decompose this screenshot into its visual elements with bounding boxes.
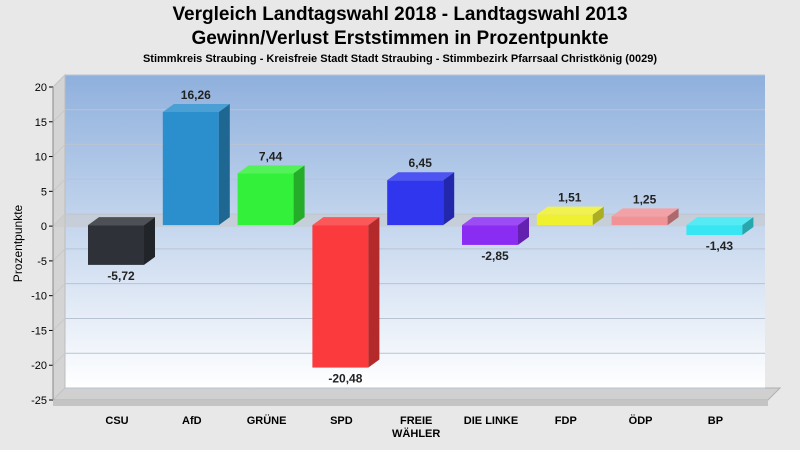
- gridline-side: [52, 144, 66, 157]
- bar: [611, 208, 679, 226]
- y-tick-label: -25: [31, 395, 47, 407]
- y-tick-label: -15: [31, 325, 47, 337]
- bar-side: [144, 217, 155, 265]
- y-tick-label: 15: [35, 117, 47, 129]
- x-tick-label: BP: [708, 415, 723, 427]
- bar-side: [293, 165, 305, 226]
- data-label: -5,72: [107, 269, 135, 283]
- bar: [462, 217, 529, 245]
- gridline-side: [52, 109, 66, 123]
- bar-top: [462, 217, 529, 226]
- x-tick-label: CSU: [105, 415, 128, 427]
- y-tick-label: 0: [41, 221, 47, 233]
- plot-side-wall: [52, 73, 66, 402]
- chart-subtitle: Gewinn/Verlust Erststimmen in Prozentpun…: [191, 28, 609, 49]
- bar-side: [742, 217, 754, 236]
- bar: [387, 172, 455, 226]
- bar-top: [312, 217, 380, 226]
- bar-side: [218, 104, 230, 226]
- y-tick-label: 10: [35, 152, 47, 164]
- bar-side: [518, 217, 529, 245]
- bar-side: [368, 217, 380, 368]
- bar-front: [88, 225, 144, 265]
- y-tick-label: -10: [31, 291, 47, 303]
- gridline-side: [52, 283, 66, 297]
- gridline-side: [52, 387, 66, 401]
- bar: [162, 104, 230, 226]
- data-label: -2,85: [481, 249, 509, 263]
- x-tick-label: SPD: [330, 415, 353, 427]
- x-tick-label: FDP: [555, 415, 577, 427]
- bar-top: [88, 217, 155, 226]
- bar-top: [686, 217, 754, 226]
- x-tick-label: ÖDP: [629, 414, 653, 427]
- data-label: 7,44: [259, 149, 283, 163]
- bar-top: [611, 208, 679, 217]
- bar-side: [592, 206, 604, 226]
- data-label: 16,26: [181, 88, 211, 102]
- bar-front: [387, 180, 444, 226]
- gridline-side: [52, 352, 66, 366]
- plot-floor: [51, 387, 782, 401]
- y-tick-label: -20: [31, 360, 47, 372]
- bar-side: [667, 208, 679, 226]
- gridline-side: [52, 178, 66, 192]
- gridline-side: [52, 74, 66, 88]
- bar-top: [387, 172, 455, 181]
- data-label: -1,43: [706, 239, 734, 253]
- chart-region-subtitle: Stimmkreis Straubing - Kreisfreie Stadt …: [142, 53, 658, 65]
- bar-front: [611, 216, 668, 226]
- bar-front: [312, 225, 369, 368]
- x-tick-label: FREIE: [400, 415, 432, 427]
- bar-front: [536, 214, 593, 226]
- y-tick-label: 5: [41, 186, 47, 198]
- y-tick-label: 20: [35, 82, 47, 94]
- y-tick-label: -5: [37, 256, 47, 268]
- bar-front: [237, 173, 294, 226]
- bar: [237, 165, 305, 226]
- bar-side: [443, 172, 455, 226]
- bar-front: [686, 225, 743, 236]
- bar: [536, 206, 604, 226]
- x-tick-label: DIE LINKE: [464, 415, 518, 427]
- x-tick-label: GRÜNE: [247, 414, 287, 427]
- data-label: 1,51: [558, 191, 582, 205]
- bar-front: [162, 112, 219, 226]
- bar-top: [536, 206, 604, 215]
- bar: [686, 217, 754, 236]
- y-axis-label: Prozentpunkte: [11, 204, 25, 282]
- bar-front: [462, 225, 518, 245]
- x-tick-label: WÄHLER: [392, 427, 440, 440]
- data-label: 1,25: [633, 192, 657, 206]
- bar-top: [237, 165, 305, 174]
- chart-title: Vergleich Landtagswahl 2018 - Landtagswa…: [172, 4, 628, 25]
- bar: [312, 217, 380, 368]
- bar: [88, 217, 155, 265]
- plot-floor-edge: [53, 400, 768, 406]
- gridline-side: [52, 248, 66, 262]
- bar-top: [162, 104, 230, 113]
- data-label: -20,48: [328, 372, 362, 386]
- gridline-side: [52, 318, 66, 331]
- x-tick-label: AfD: [182, 415, 202, 427]
- data-label: 6,45: [409, 156, 433, 170]
